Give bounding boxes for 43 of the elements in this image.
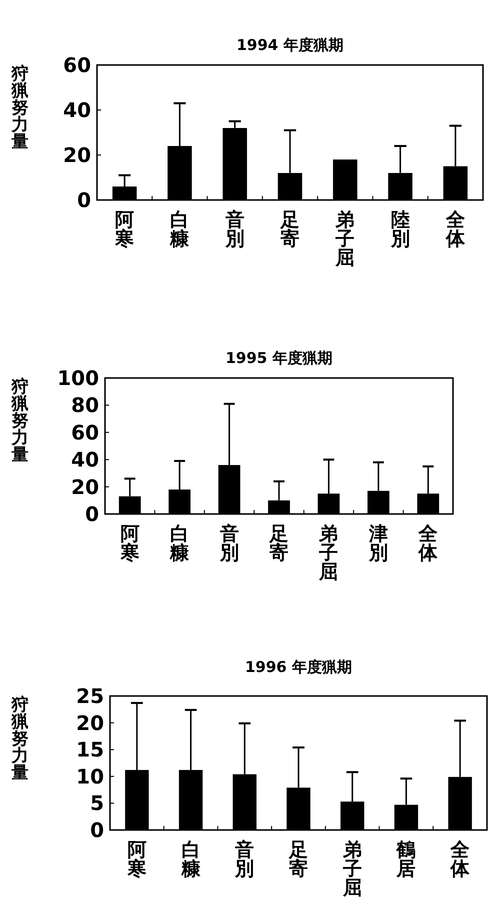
ytick: 80: [71, 393, 99, 418]
xtick: 阿寒: [115, 209, 134, 250]
xtick: 足寄: [280, 209, 300, 250]
xtick: 阿寒: [120, 523, 140, 564]
xtick: 音別: [235, 839, 254, 880]
ytick: 60: [71, 420, 99, 444]
ylabel: 狩猟努力量: [12, 695, 28, 783]
title: 1996 年度猟期: [245, 658, 352, 676]
ytick: 20: [63, 143, 91, 167]
ytick: 5: [90, 791, 104, 816]
xtick: 鶴居: [396, 839, 416, 880]
xtick: 阿寒: [127, 839, 146, 880]
ytick: 10: [76, 764, 104, 788]
xtick: 全体: [418, 523, 438, 564]
xtick: 津別: [368, 523, 388, 564]
ytick: 25: [76, 684, 104, 708]
ytick: 20: [76, 710, 104, 735]
ytick: 0: [90, 818, 104, 842]
ytick: 0: [77, 188, 91, 212]
ytick: 40: [71, 448, 99, 472]
xtick: 全体: [446, 209, 465, 250]
xtick: 弟子屈: [336, 209, 355, 269]
xtick: 白糠: [181, 839, 200, 880]
ytick: 15: [76, 738, 104, 762]
ytick: 100: [57, 366, 99, 390]
ytick: 0: [85, 502, 99, 526]
xtick: 音別: [220, 523, 239, 564]
xtick: 白糠: [170, 209, 190, 250]
ylabel: 狩猟努力量: [12, 377, 28, 465]
xtick: 足寄: [289, 839, 308, 880]
xtick: 弟子屈: [319, 523, 338, 583]
title: 1995 年度猟期: [226, 349, 332, 367]
ylabel: 狩猟努力量: [12, 64, 28, 152]
title: 1994 年度猟期: [236, 36, 344, 54]
ytick: 60: [63, 53, 91, 77]
xtick: 白糠: [170, 523, 190, 564]
ytick: 40: [63, 98, 91, 122]
ytick: 20: [71, 474, 99, 499]
xtick: 音別: [225, 209, 244, 250]
xtick: 弟子屈: [342, 839, 362, 899]
xtick: 足寄: [270, 523, 288, 564]
xtick: 全体: [450, 839, 470, 880]
xtick: 陸別: [390, 209, 410, 250]
